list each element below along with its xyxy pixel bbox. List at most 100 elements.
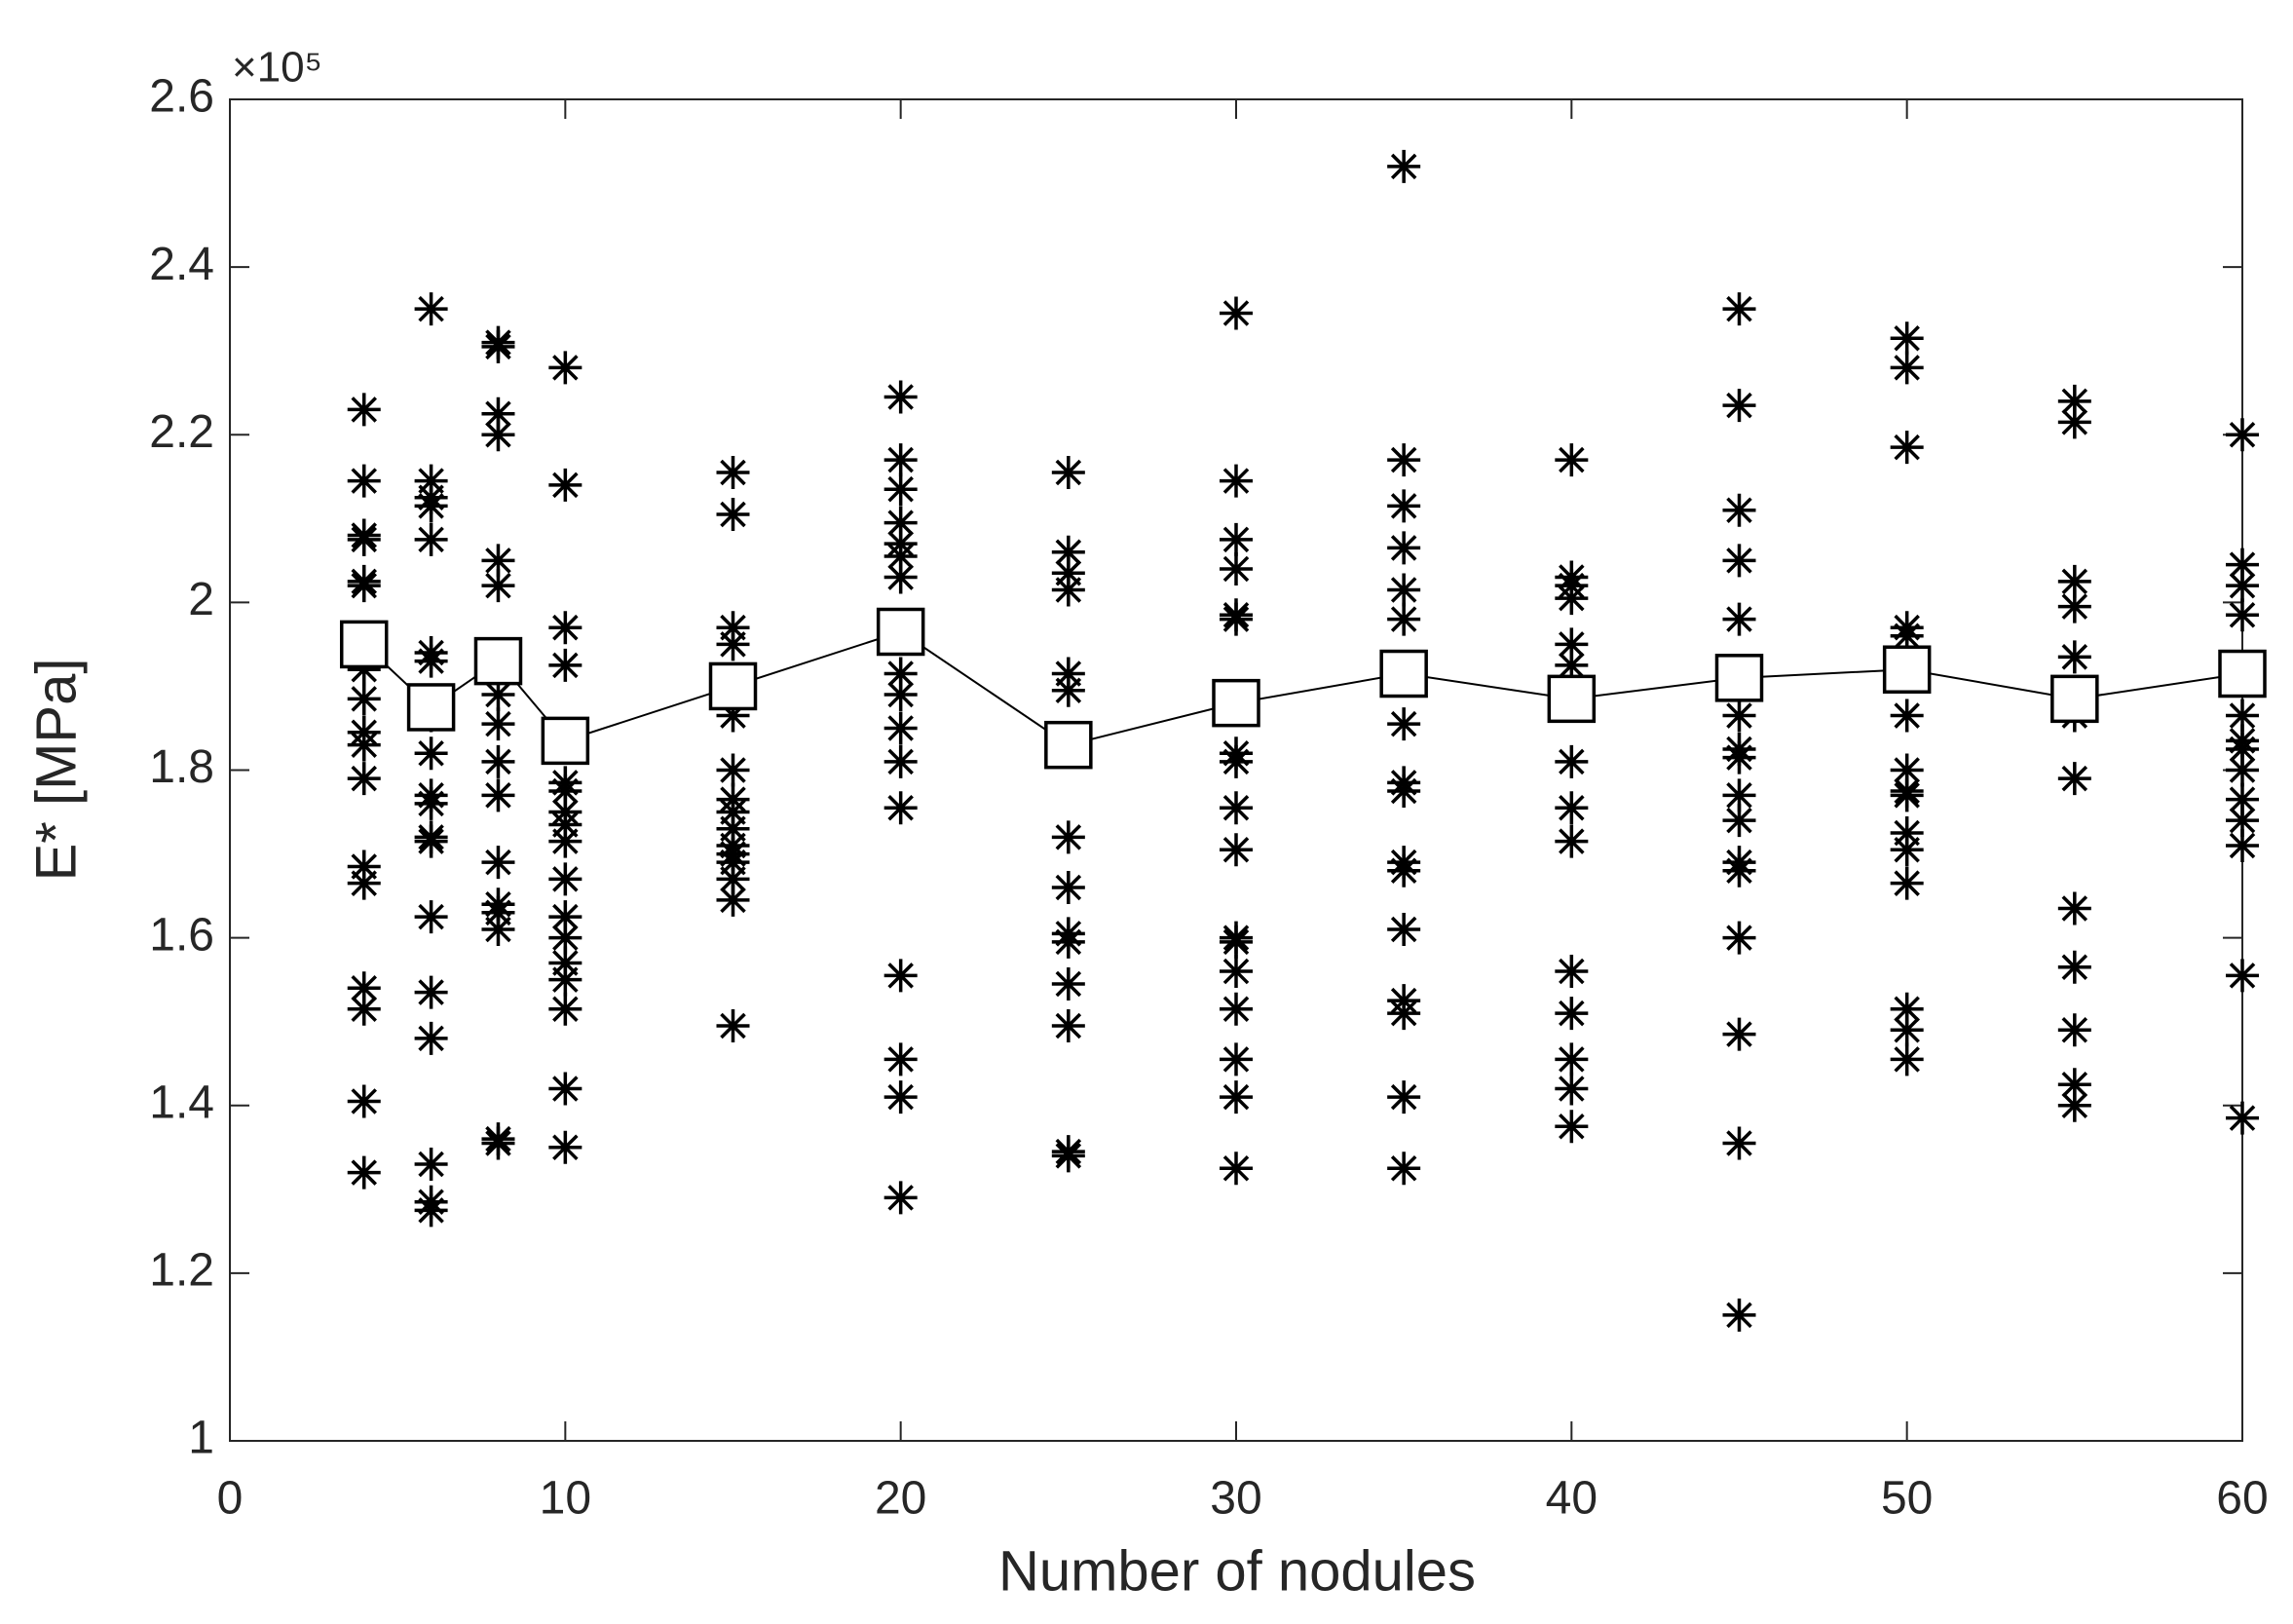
asterisk-point bbox=[883, 678, 918, 712]
asterisk-point bbox=[1555, 648, 1589, 682]
asterisk-point bbox=[1722, 493, 1756, 527]
asterisk-point bbox=[716, 812, 750, 846]
asterisk-point bbox=[1220, 1042, 1253, 1076]
asterisk-point bbox=[1555, 627, 1589, 661]
x-tick-label: 40 bbox=[1546, 1473, 1598, 1525]
asterisk-point bbox=[1555, 824, 1589, 858]
asterisk-point bbox=[1890, 321, 1924, 356]
asterisk-point bbox=[1890, 431, 1924, 465]
asterisk-point bbox=[883, 1181, 918, 1215]
asterisk-point bbox=[548, 468, 583, 502]
asterisk-point bbox=[1387, 853, 1421, 888]
asterisk-point bbox=[1051, 1008, 1085, 1042]
asterisk-point bbox=[1555, 955, 1589, 989]
asterisk-point bbox=[883, 560, 918, 594]
y-tick-label: 1.8 bbox=[149, 741, 214, 793]
asterisk-point bbox=[1890, 816, 1924, 850]
asterisk-point bbox=[1051, 870, 1085, 904]
asterisk-point bbox=[1387, 573, 1421, 607]
x-tick-label: 60 bbox=[2216, 1473, 2268, 1525]
mean-square bbox=[1044, 720, 1093, 770]
asterisk-point bbox=[1220, 744, 1253, 778]
mean-square bbox=[1212, 678, 1260, 728]
asterisk-point bbox=[1722, 544, 1756, 578]
asterisk-point bbox=[1387, 602, 1421, 636]
asterisk-point bbox=[414, 1147, 448, 1181]
asterisk-point bbox=[1890, 753, 1924, 787]
asterisk-point bbox=[414, 900, 448, 934]
mean-square bbox=[2218, 649, 2267, 699]
asterisk-point bbox=[883, 959, 918, 993]
asterisk-point bbox=[2057, 1068, 2091, 1102]
asterisk-point bbox=[1890, 866, 1924, 900]
asterisk-point bbox=[716, 627, 750, 661]
asterisk-point bbox=[414, 1021, 448, 1055]
asterisk-point bbox=[347, 992, 381, 1026]
asterisk-point bbox=[548, 824, 583, 858]
asterisk-point bbox=[481, 397, 515, 431]
asterisk-point bbox=[1555, 1110, 1589, 1144]
asterisk-point bbox=[1722, 1126, 1756, 1160]
asterisk-point bbox=[883, 1080, 918, 1114]
asterisk-point bbox=[548, 900, 583, 934]
mean-square bbox=[473, 636, 523, 686]
mean-square bbox=[406, 683, 456, 732]
asterisk-point bbox=[481, 846, 515, 880]
asterisk-point bbox=[548, 1072, 583, 1106]
asterisk-point bbox=[2226, 1101, 2259, 1135]
asterisk-point bbox=[2057, 589, 2091, 623]
asterisk-point bbox=[1722, 853, 1756, 888]
asterisk-point bbox=[2226, 753, 2259, 787]
asterisk-point bbox=[1890, 992, 1924, 1026]
asterisk-point bbox=[2226, 548, 2259, 582]
asterisk-point bbox=[1722, 602, 1756, 636]
asterisk-point bbox=[2226, 828, 2259, 862]
asterisk-point bbox=[347, 866, 381, 900]
asterisk-point bbox=[1220, 464, 1253, 498]
asterisk-point bbox=[1051, 535, 1085, 569]
y-tick-label: 2.6 bbox=[149, 71, 214, 123]
asterisk-point bbox=[414, 522, 448, 556]
asterisk-point bbox=[1220, 791, 1253, 825]
asterisk-point bbox=[481, 418, 515, 452]
asterisk-point bbox=[347, 1155, 381, 1190]
asterisk-point bbox=[1722, 740, 1756, 774]
asterisk-point bbox=[548, 808, 583, 842]
asterisk-point bbox=[2226, 732, 2259, 766]
asterisk-point bbox=[716, 611, 750, 645]
asterisk-point bbox=[347, 653, 381, 687]
asterisk-point bbox=[481, 744, 515, 778]
asterisk-point bbox=[1387, 531, 1421, 565]
asterisk-point bbox=[481, 1126, 515, 1160]
asterisk-point bbox=[414, 786, 448, 820]
mean-square bbox=[708, 661, 758, 711]
asterisk-point bbox=[1722, 699, 1756, 733]
asterisk-point bbox=[2226, 569, 2259, 603]
asterisk-point bbox=[1387, 1080, 1421, 1114]
mean-square bbox=[2050, 674, 2099, 724]
x-tick-label: 10 bbox=[540, 1473, 591, 1525]
asterisk-point bbox=[1555, 997, 1589, 1031]
asterisk-point bbox=[414, 824, 448, 858]
mean-square bbox=[339, 620, 389, 669]
mean-square bbox=[1714, 654, 1764, 702]
asterisk-point bbox=[883, 711, 918, 745]
asterisk-point bbox=[1555, 582, 1589, 616]
asterisk-point bbox=[1051, 657, 1085, 691]
asterisk-point bbox=[347, 728, 381, 762]
asterisk-point bbox=[1387, 913, 1421, 947]
x-tick-label: 30 bbox=[1210, 1473, 1261, 1525]
asterisk-point bbox=[1220, 992, 1253, 1026]
y-tick-label: 1.2 bbox=[149, 1245, 214, 1297]
asterisk-point bbox=[1722, 778, 1756, 812]
y-tick-label: 2.4 bbox=[149, 239, 214, 290]
asterisk-point bbox=[716, 1008, 750, 1042]
asterisk-point bbox=[414, 464, 448, 498]
asterisk-point bbox=[347, 971, 381, 1005]
asterisk-point bbox=[1051, 925, 1085, 959]
mean-square bbox=[541, 716, 590, 766]
asterisk-point bbox=[1555, 1072, 1589, 1106]
asterisk-point bbox=[481, 707, 515, 741]
asterisk-point bbox=[347, 522, 381, 556]
